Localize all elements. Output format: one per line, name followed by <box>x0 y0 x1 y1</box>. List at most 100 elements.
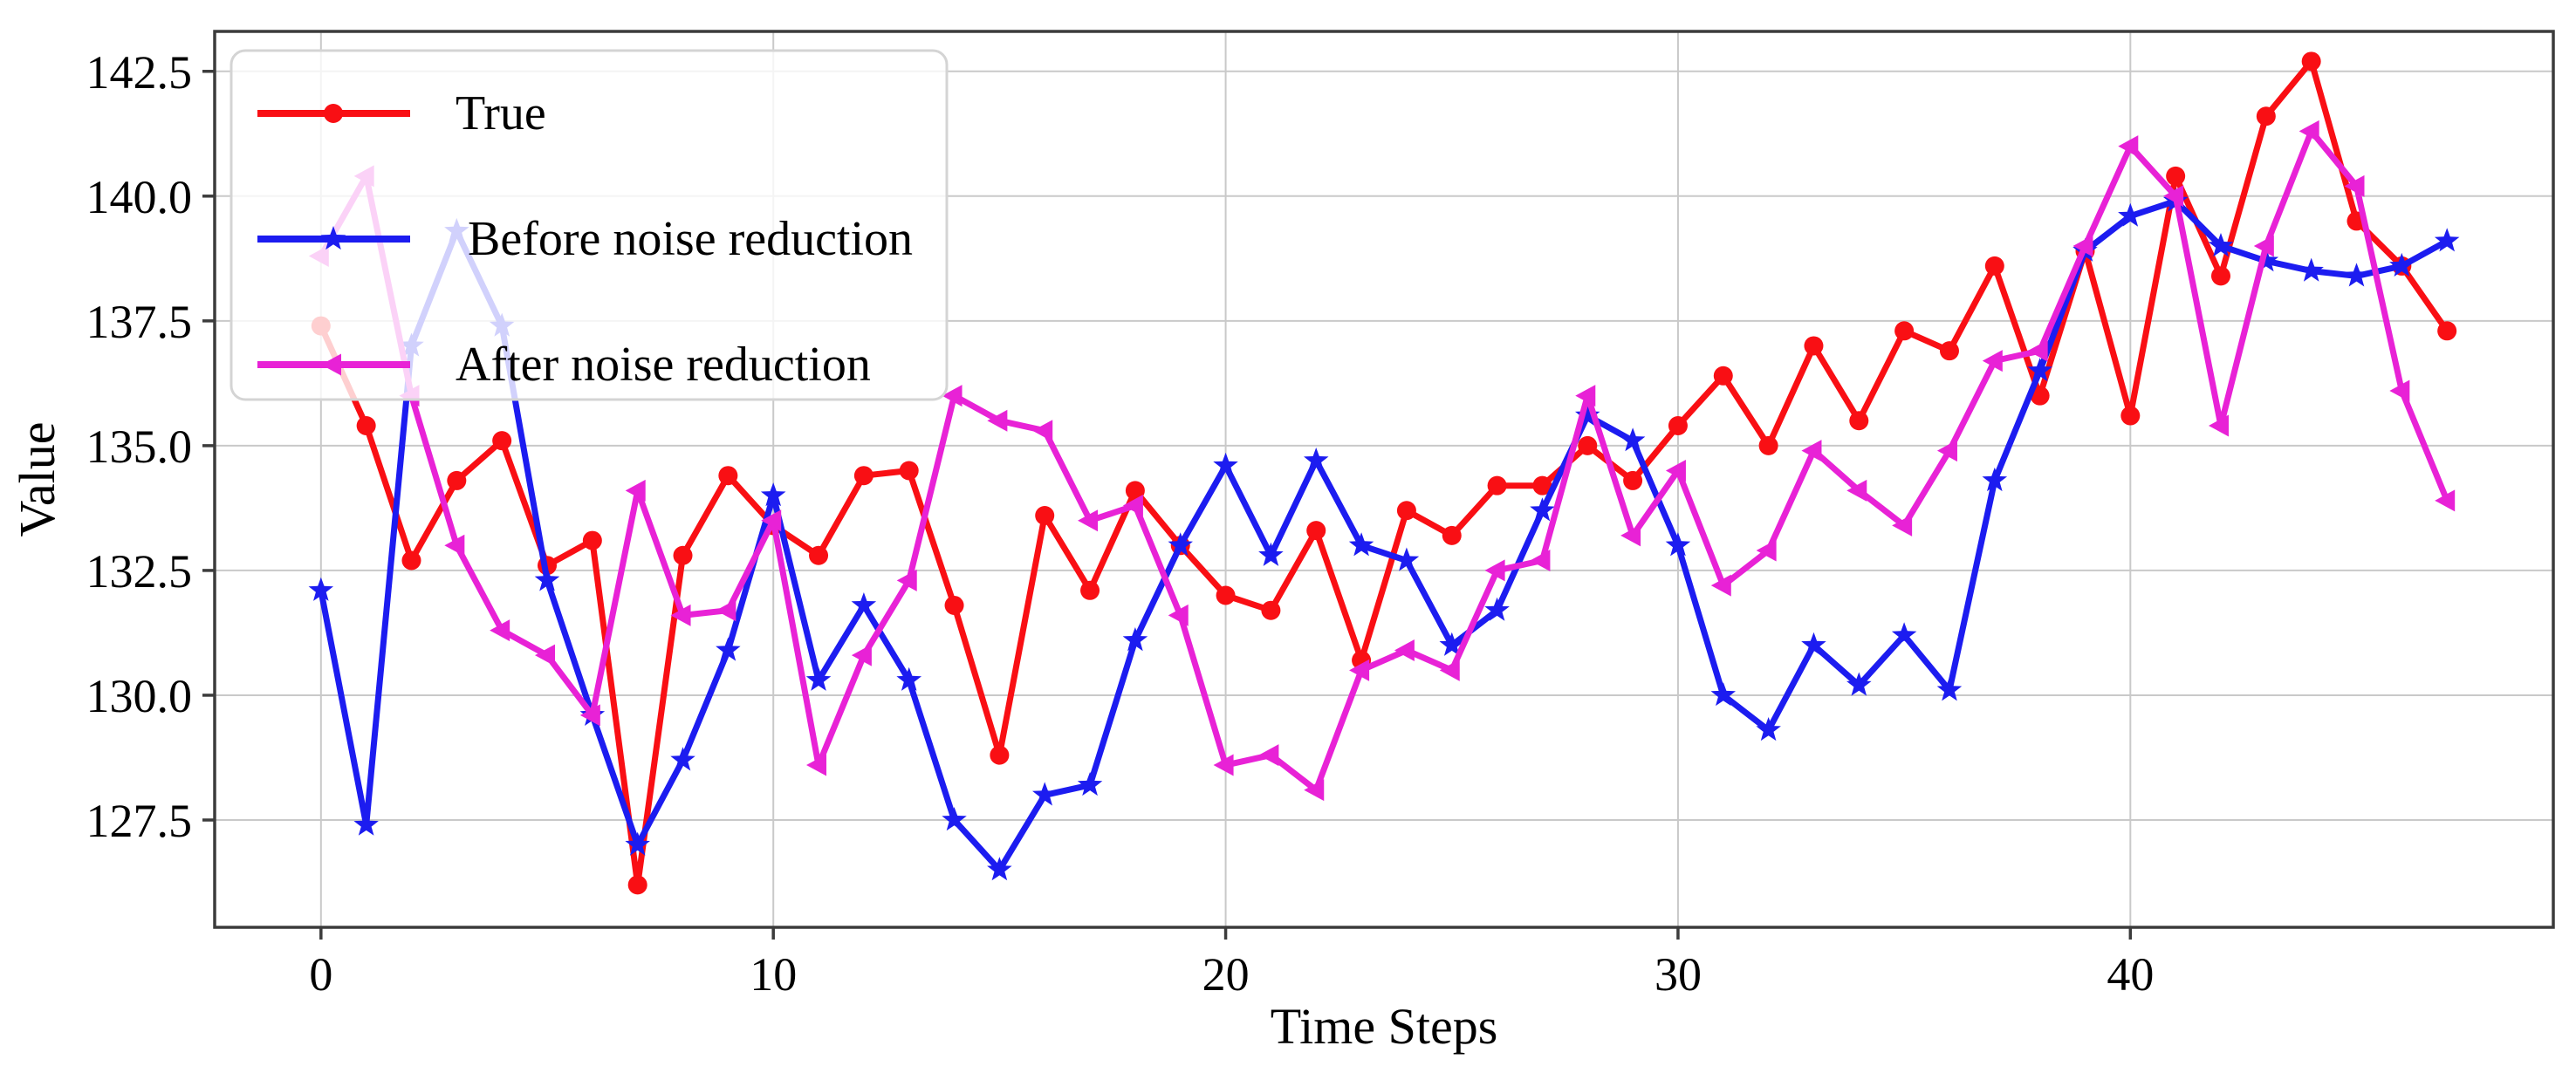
marker-true-4 <box>492 431 512 451</box>
marker-before-noise-reduction-40 <box>2118 202 2143 227</box>
x-axis-label: Time Steps <box>1271 998 1498 1055</box>
marker-true-34 <box>1849 411 1869 431</box>
marker-before-noise-reduction-32 <box>1756 717 1781 742</box>
marker-before-noise-reduction-25 <box>1439 632 1464 656</box>
marker-true-36 <box>1939 341 1959 361</box>
marker-after-noise-reduction-18 <box>1122 495 1143 517</box>
marker-after-noise-reduction-6 <box>579 704 600 727</box>
y-tick-label-3: 135.0 <box>86 420 193 473</box>
marker-before-noise-reduction-45 <box>2344 263 2369 287</box>
marker-after-noise-reduction-30 <box>1665 459 1686 482</box>
marker-after-noise-reduction-11 <box>806 754 827 776</box>
y-axis-label: Value <box>9 421 65 536</box>
marker-after-noise-reduction-47 <box>2435 489 2456 512</box>
marker-before-noise-reduction-38 <box>2027 358 2052 382</box>
marker-before-noise-reduction-28 <box>1575 402 1600 427</box>
marker-true-31 <box>1713 366 1733 386</box>
marker-true-30 <box>1668 415 1688 435</box>
marker-before-noise-reduction-17 <box>1077 771 1103 796</box>
marker-before-noise-reduction-33 <box>1801 632 1826 656</box>
marker-true-11 <box>809 545 829 565</box>
legend-entry-1: Before noise reduction <box>257 212 913 266</box>
marker-before-noise-reduction-10 <box>760 482 786 507</box>
marker-before-noise-reduction-46 <box>2389 252 2415 277</box>
marker-true-18 <box>1125 481 1145 501</box>
marker-before-noise-reduction-44 <box>2299 257 2324 282</box>
marker-true-38 <box>2030 386 2050 406</box>
marker-after-noise-reduction-32 <box>1756 539 1777 562</box>
marker-before-noise-reduction-24 <box>1394 547 1420 571</box>
marker-before-noise-reduction-34 <box>1846 672 1872 696</box>
marker-after-noise-reduction-40 <box>2118 135 2139 158</box>
marker-true-1 <box>356 415 376 435</box>
marker-true-3 <box>447 470 467 490</box>
marker-true-14 <box>944 595 964 615</box>
marker-true-15 <box>990 745 1010 765</box>
marker-before-noise-reduction-47 <box>2434 228 2460 252</box>
marker-before-noise-reduction-29 <box>1620 427 1646 452</box>
marker-after-noise-reduction-23 <box>1349 659 1370 681</box>
marker-before-noise-reduction-37 <box>1982 467 2008 492</box>
marker-after-noise-reduction-7 <box>625 479 646 502</box>
marker-before-noise-reduction-19 <box>1168 532 1193 557</box>
marker-after-noise-reduction-37 <box>1982 350 2003 372</box>
marker-before-noise-reduction-5 <box>534 567 560 591</box>
marker-true-16 <box>1035 505 1055 525</box>
marker-true-28 <box>1578 435 1598 455</box>
marker-after-noise-reduction-25 <box>1439 659 1460 681</box>
legend-marker-2 <box>321 353 341 376</box>
legend-entry-0: True <box>257 86 546 140</box>
marker-after-noise-reduction-41 <box>2163 185 2184 208</box>
marker-after-noise-reduction-19 <box>1168 604 1189 626</box>
marker-before-noise-reduction-30 <box>1665 532 1691 557</box>
marker-after-noise-reduction-34 <box>1846 479 1867 502</box>
marker-true-27 <box>1532 475 1552 495</box>
marker-before-noise-reduction-20 <box>1213 452 1238 476</box>
marker-true-9 <box>718 466 738 486</box>
marker-before-noise-reduction-35 <box>1891 622 1917 646</box>
marker-after-noise-reduction-46 <box>2389 379 2410 402</box>
marker-before-noise-reduction-42 <box>2208 233 2234 257</box>
marker-true-37 <box>1984 256 2004 276</box>
marker-true-41 <box>2166 166 2186 186</box>
y-tick-label-5: 140.0 <box>86 171 193 223</box>
marker-before-noise-reduction-0 <box>308 577 334 601</box>
marker-after-noise-reduction-5 <box>535 644 556 666</box>
marker-after-noise-reduction-42 <box>2208 414 2229 437</box>
marker-after-noise-reduction-14 <box>942 385 963 407</box>
marker-after-noise-reduction-26 <box>1484 559 1505 582</box>
y-tick-label-0: 127.5 <box>86 795 193 847</box>
y-tick-label-4: 137.5 <box>86 296 193 348</box>
line-after-noise-reduction <box>318 127 2450 794</box>
marker-after-noise-reduction-21 <box>1258 744 1279 767</box>
plot-border <box>213 30 2555 929</box>
marker-true-44 <box>2301 51 2321 72</box>
marker-true-7 <box>627 875 647 895</box>
x-tick-label-0: 0 <box>309 948 332 1001</box>
legend-entry-label-2: After noise reduction <box>456 338 871 392</box>
marker-true-20 <box>1216 585 1236 605</box>
marker-after-noise-reduction-38 <box>2027 339 2048 362</box>
marker-after-noise-reduction-15 <box>987 409 1008 432</box>
marker-true-29 <box>1623 470 1643 490</box>
marker-after-noise-reduction-10 <box>761 509 782 532</box>
marker-before-noise-reduction-31 <box>1710 682 1736 707</box>
marker-true-33 <box>1804 336 1824 356</box>
marker-true-22 <box>1306 521 1326 541</box>
series-after-noise-reduction <box>308 120 2456 802</box>
marker-after-noise-reduction-9 <box>716 599 736 622</box>
marker-after-noise-reduction-36 <box>1936 440 1957 462</box>
marker-true-43 <box>2256 106 2276 126</box>
marker-true-42 <box>2210 266 2230 286</box>
marker-after-noise-reduction-35 <box>1892 514 1913 536</box>
marker-true-26 <box>1487 475 1507 495</box>
x-tick-label-4: 40 <box>2107 948 2154 1001</box>
marker-before-noise-reduction-7 <box>625 831 650 856</box>
marker-true-17 <box>1080 580 1100 600</box>
ticks <box>202 70 2133 940</box>
marker-true-2 <box>401 550 421 571</box>
marker-true-47 <box>2437 321 2457 341</box>
marker-true-12 <box>853 466 874 486</box>
marker-before-noise-reduction-12 <box>851 592 877 617</box>
